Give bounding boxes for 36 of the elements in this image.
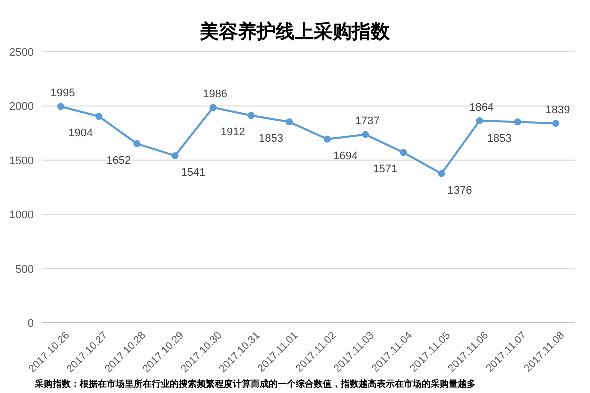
y-tick-label: 1500 [10, 155, 34, 168]
data-label: 1853 [258, 133, 284, 146]
y-tick-label: 1000 [10, 210, 34, 222]
data-label: 1995 [50, 88, 76, 100]
chart-title: 美容养护线上采购指数 [199, 21, 391, 43]
point [438, 170, 446, 178]
data-label: 1986 [203, 88, 228, 101]
y-tick-label: 2000 [10, 101, 34, 114]
point [324, 136, 332, 143]
point [400, 149, 408, 156]
y-tick-label: 500 [16, 264, 34, 276]
data-label: 1737 [355, 116, 380, 128]
point [96, 113, 103, 120]
data-label: 1853 [487, 133, 512, 146]
data-label: 1541 [181, 166, 206, 179]
point [476, 117, 484, 124]
data-label: 1904 [68, 128, 94, 140]
data-label: 1652 [106, 154, 132, 167]
point [172, 152, 179, 160]
text: 采购指数：根据在市场里所在行业的搜索频繁程度计算而成的一个综合数值，指数越高表示在市场的采购量越多 [34, 379, 476, 389]
data-label: 1839 [546, 104, 570, 117]
point [134, 140, 141, 148]
point [514, 118, 522, 126]
data-label: 1694 [334, 150, 358, 162]
point [210, 104, 217, 112]
point [248, 112, 255, 120]
point [552, 120, 560, 128]
y-tick-label: 0 [28, 318, 34, 330]
data-label: 1864 [470, 102, 494, 114]
data-label: 1912 [220, 126, 246, 139]
point [58, 103, 65, 110]
point [286, 118, 293, 126]
data-label: 1376 [448, 184, 472, 197]
data-label: 1571 [373, 164, 398, 176]
y-tick-label: 2500 [10, 47, 34, 59]
point [362, 131, 370, 138]
